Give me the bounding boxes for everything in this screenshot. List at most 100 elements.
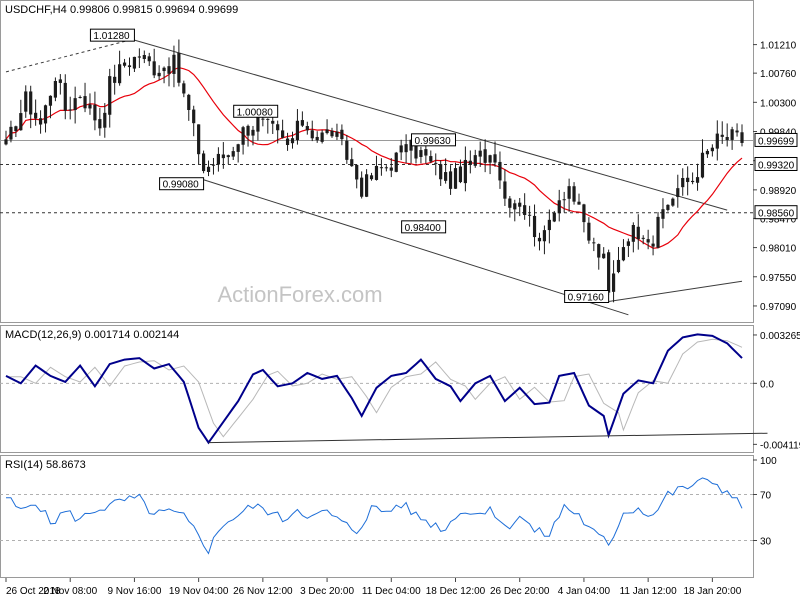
candle-body [503,181,507,199]
candle-body [636,226,640,240]
candle-body [725,136,729,141]
candle-body [290,138,295,144]
candle-body [379,167,384,169]
candle-body [295,120,300,141]
price-axis: 1.012101.007601.003000.998400.993800.989… [753,41,798,313]
candle-body [651,243,655,247]
rsi-line [5,477,743,555]
candle-body [197,124,201,155]
annotation-label-5: 0.97160 [568,293,605,304]
level-label-1-box [754,205,798,220]
annotation-label-2: 0.99630 [415,136,452,147]
candle-body [14,126,18,132]
candle-body [305,126,309,131]
candle-body [271,120,275,124]
candle-body [88,104,92,109]
candle-body [29,91,33,115]
annotation-label-4: 0.98400 [405,223,442,234]
candle-body [103,112,107,128]
annotation-box-3 [159,177,205,191]
current-price-label-box [754,132,798,147]
candle-body [527,214,532,216]
candle-body [434,162,438,164]
candle-body [108,76,112,115]
annotation-box-5 [564,290,610,304]
candle-body [19,113,23,131]
candle-body [414,140,418,159]
candle-body [201,153,206,172]
candle-body [38,118,43,125]
macd-lines [5,333,768,445]
candle-body [621,247,626,261]
candle-body [592,242,596,244]
candle-body [211,164,216,166]
candle-body [631,225,635,242]
candle-body [705,150,710,155]
macd-tick-label: -0.004119 [760,440,800,451]
candle-body [142,55,146,60]
candle-body [458,166,463,183]
time-tick-label: 18 Dec 12:00 [426,586,486,597]
candle-body [730,129,734,140]
candle-body [473,155,477,166]
price-tick-label: 0.98010 [760,244,797,255]
candle-body [345,140,349,160]
candle-body [187,94,191,110]
price-tick-label: 0.98470 [760,214,797,225]
candle-body [552,212,556,222]
price-levels [0,139,753,214]
candle-body [616,259,621,273]
candle-body [83,96,87,109]
candle-body [691,180,695,183]
candle-body [444,172,448,181]
chart-header-symbol: USDCHF,H4 [5,4,67,16]
price-tick-label: 1.00760 [760,69,797,80]
candle-body [147,56,151,62]
candle-body [463,159,467,184]
candle-body [261,118,265,120]
candle-body [281,130,285,138]
macd-title: MACD(12,26,9) 0.001714 0.002144 [5,329,179,341]
candle-body [300,120,304,126]
level-label-0: 0.99320 [758,160,795,171]
rsi-panel-frame [0,455,754,578]
candle-body [468,160,472,165]
candle-body [626,241,630,246]
candle-body [167,66,171,74]
candle-body [567,186,571,199]
time-tick-label: 2 Nov 08:00 [43,586,97,597]
candle-body [4,139,8,145]
macd-axis: 0.003265 0.0 -0.004119 [753,331,800,451]
annotation-label-1: 1.00080 [237,107,274,118]
macd-tick-label: 0.0 [760,379,774,390]
candle-body [276,124,280,131]
candle-body [523,205,527,215]
candle-body [374,165,379,180]
macd-main-line [5,333,743,445]
candle-body [236,144,240,152]
candle-body [68,109,72,111]
candle-body [369,175,374,180]
candle-body [221,154,225,159]
candle-body [695,177,700,183]
candle-body [251,129,255,136]
rsi-tick-label: 70 [760,491,772,502]
candle-body [661,209,665,219]
candle-body [246,125,250,136]
time-tick-label: 3 Dec 20:00 [300,586,354,597]
rsi-axis: 100 70 30 [753,456,777,548]
time-tick-label: 11 Dec 04:00 [362,586,421,597]
sma-line [5,66,743,249]
time-tick-label: 9 Nov 16:00 [107,586,161,597]
candle-body [587,222,591,241]
rsi-title: RSI(14) 58.8673 [5,459,86,471]
trendline-3 [608,280,743,303]
time-tick-label: 11 Jan 12:00 [620,586,678,597]
candle-body [518,202,522,207]
candle-body [572,186,576,202]
candle-body [483,149,487,163]
candle-body [700,152,705,178]
candle-body [646,239,650,243]
